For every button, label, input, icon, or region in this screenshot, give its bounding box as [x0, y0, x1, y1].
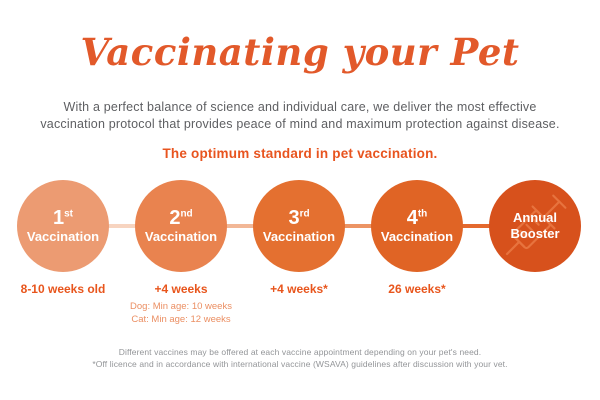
timeline-connector-3 — [299, 224, 417, 228]
step-note-third: +4 weeks* — [234, 282, 364, 296]
note-secondary: Dog: Min age: 10 weeks Cat: Min age: 12 … — [116, 300, 246, 326]
step-circle-third-vaccination: 3rd Vaccination — [253, 180, 345, 272]
step-number: 1st — [52, 207, 74, 229]
step-circle-fourth-vaccination: 4th Vaccination — [371, 180, 463, 272]
note-primary: +4 weeks — [154, 282, 208, 296]
step-circle-second-vaccination: 2nd Vaccination — [135, 180, 227, 272]
step-label: Vaccination — [380, 229, 454, 244]
step-number: 2nd — [169, 207, 193, 229]
footnotes: Different vaccines may be offered at eac… — [0, 346, 600, 370]
footnote-line-2: *Off licence and in accordance with inte… — [92, 359, 508, 369]
cat-min-age: Cat: Min age: 12 weeks — [131, 314, 231, 325]
step-label-line-2: Booster — [510, 226, 560, 241]
step-note-second: +4 weeks Dog: Min age: 10 weeks Cat: Min… — [116, 282, 246, 326]
footnote-line-1: Different vaccines may be offered at eac… — [118, 347, 482, 357]
step-circle-annual-booster: Annual Booster — [489, 180, 581, 272]
intro-paragraph: With a perfect balance of science and in… — [0, 99, 600, 133]
timeline-connector-1 — [63, 224, 181, 228]
dog-min-age: Dog: Min age: 10 weeks — [130, 301, 232, 312]
intro-line-2: vaccination protocol that provides peace… — [40, 117, 560, 131]
note-primary: +4 weeks* — [270, 282, 328, 296]
step-number: 3rd — [288, 207, 310, 229]
step-number: 4th — [406, 207, 428, 229]
note-primary: 26 weeks* — [388, 282, 446, 296]
page-title: Vaccinating your Pet — [80, 30, 520, 74]
timeline-connector-4 — [417, 224, 535, 228]
note-primary: 8-10 weeks old — [20, 282, 106, 296]
syringe-icon — [505, 194, 567, 256]
intro-line-1: With a perfect balance of science and in… — [63, 100, 537, 114]
step-label-line-1: Annual — [512, 210, 558, 225]
step-note-fourth: 26 weeks* — [352, 282, 482, 296]
step-label: Vaccination — [26, 229, 100, 244]
timeline-connector-2 — [181, 224, 299, 228]
step-circle-first-vaccination: 1st Vaccination — [17, 180, 109, 272]
tagline: The optimum standard in pet vaccination. — [162, 146, 438, 161]
step-label: Vaccination — [262, 229, 336, 244]
step-label: Vaccination — [144, 229, 218, 244]
step-note-first: 8-10 weeks old — [0, 282, 128, 296]
